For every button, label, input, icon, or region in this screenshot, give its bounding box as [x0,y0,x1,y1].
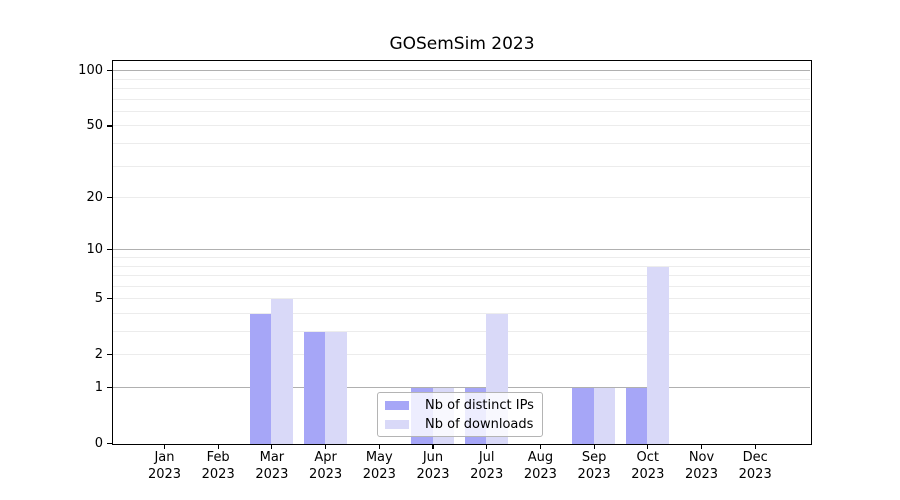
y-gridline-minor [113,312,810,314]
x-tick-label: Aug 2023 [523,450,557,482]
y-gridline-minor [113,98,810,100]
y-gridline-minor [113,197,810,199]
y-tick-label: 20 [86,189,103,205]
bar-nb-of-downloads [593,388,616,444]
bar-nb-of-distinct-ips [249,314,272,444]
x-tick-label: Apr 2023 [309,450,343,482]
bar-nb-of-distinct-ips [303,332,326,444]
bar-nb-of-distinct-ips [572,388,594,444]
x-tick-label: Jun 2023 [416,450,450,482]
y-gridline-minor [113,88,810,90]
y-gridline-minor [113,331,810,333]
legend-swatch-distinct-ips [385,400,409,410]
y-gridline-minor [113,125,810,127]
y-gridline-minor [113,78,810,80]
y-gridline-major [113,249,810,251]
y-gridline-minor [113,265,810,267]
legend-label-downloads: Nb of downloads [425,416,534,432]
bar-nb-of-downloads [647,266,669,444]
y-tick-label: 100 [78,62,103,78]
y-tick-label: 50 [86,117,103,133]
legend-item-distinct-ips: Nb of distinct IPs [385,399,542,412]
legend-item-downloads: Nb of downloads [385,418,542,431]
y-gridline-minor [113,257,810,258]
legend-swatch-downloads [385,419,409,429]
x-tick-label: Sep 2023 [577,450,611,482]
x-tick-label: Jan 2023 [147,450,182,482]
y-gridline-minor [113,143,810,145]
y-gridline-minor [113,110,810,112]
bar-nb-of-downloads [325,332,347,444]
y-tick-label: 0 [94,435,103,451]
y-tick-label: 10 [86,241,103,257]
bar-nb-of-downloads [271,299,293,444]
legend-label-distinct-ips: Nb of distinct IPs [425,397,534,413]
plot-area [112,60,812,445]
plot-canvas [113,61,811,444]
y-gridline-minor [113,354,810,356]
legend: Nb of distinct IPs Nb of downloads [377,392,543,437]
y-gridline-major [113,70,810,72]
x-tick-label: Jul 2023 [470,450,504,482]
y-tick-label: 1 [94,379,103,395]
x-tick-label: May 2023 [362,450,396,482]
y-gridline-minor [113,275,810,277]
y-gridline-minor [113,165,810,167]
x-tick-label: Nov 2023 [684,450,719,482]
bar-nb-of-distinct-ips [625,388,648,444]
y-tick-label: 5 [94,290,103,306]
x-tick-label: Dec 2023 [738,450,772,482]
x-tick-label: Feb 2023 [201,450,235,482]
x-tick-label: Oct 2023 [631,450,665,482]
x-tick-label: Mar 2023 [255,450,289,482]
chart-title: GOSemSim 2023 [389,34,535,54]
y-tick-label: 2 [94,346,103,362]
y-gridline-major [113,387,810,388]
y-gridline-minor [113,298,810,300]
y-gridline-minor [113,285,810,287]
